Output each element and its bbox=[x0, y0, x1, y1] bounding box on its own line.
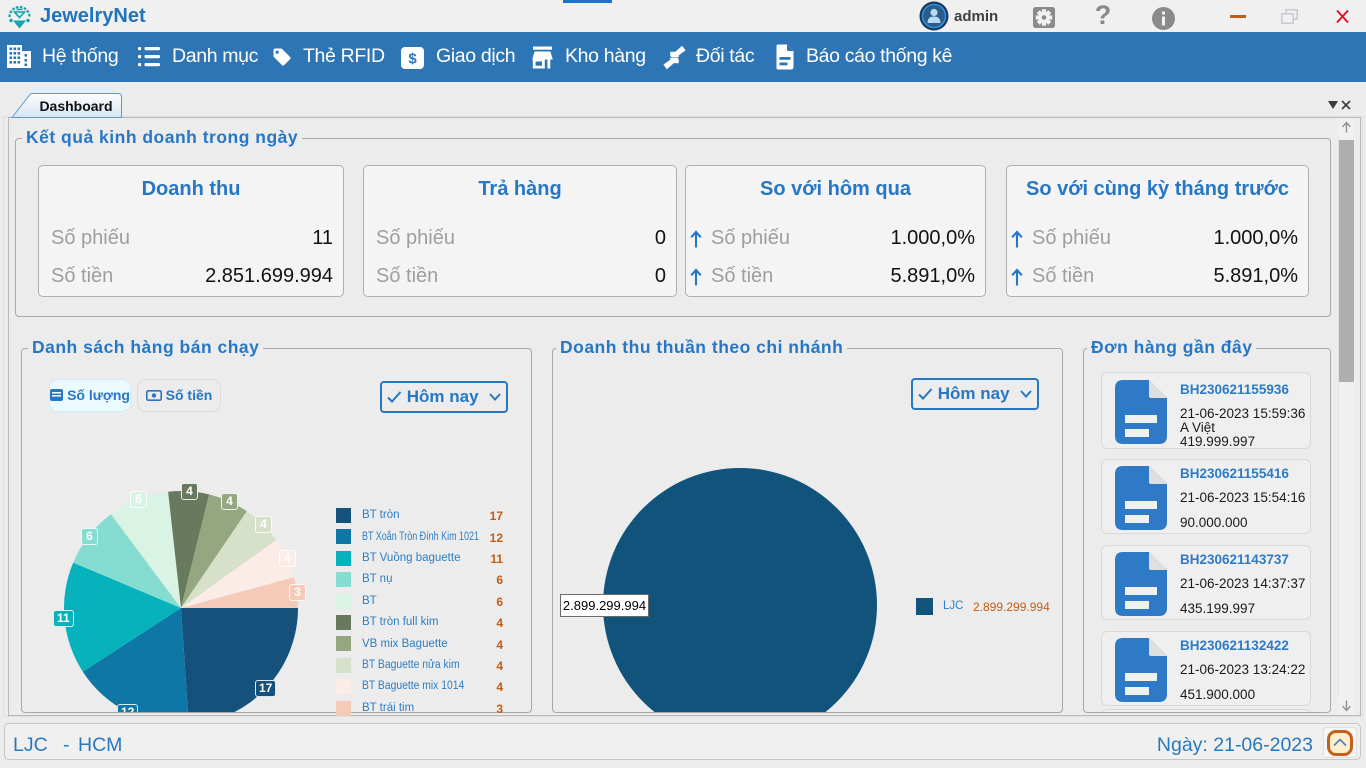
svg-text:$: $ bbox=[408, 51, 417, 68]
